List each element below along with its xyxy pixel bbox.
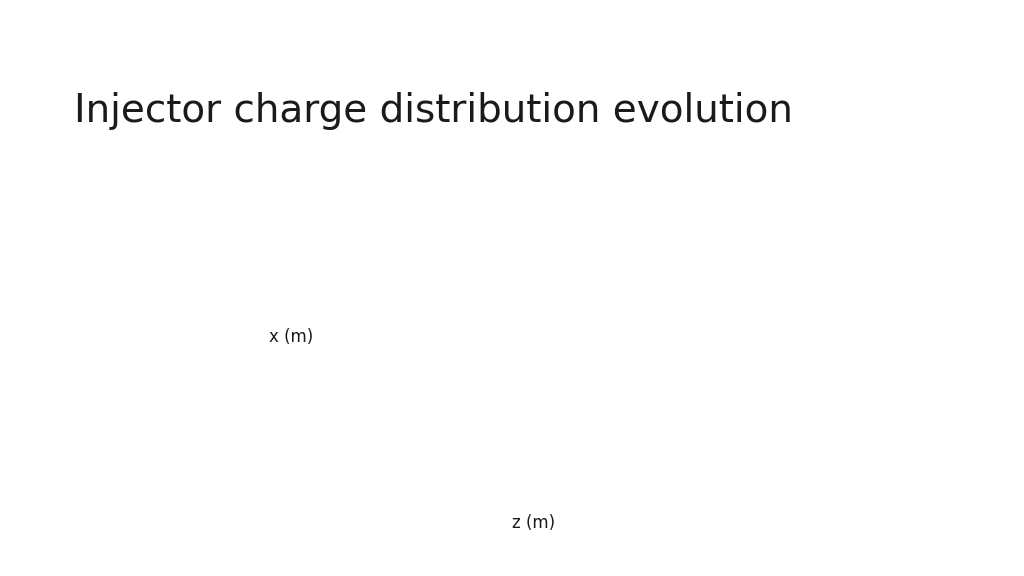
Text: Injector charge distribution evolution: Injector charge distribution evolution	[74, 92, 793, 130]
Text: x (m): x (m)	[269, 328, 313, 346]
Text: z (m): z (m)	[512, 514, 555, 532]
